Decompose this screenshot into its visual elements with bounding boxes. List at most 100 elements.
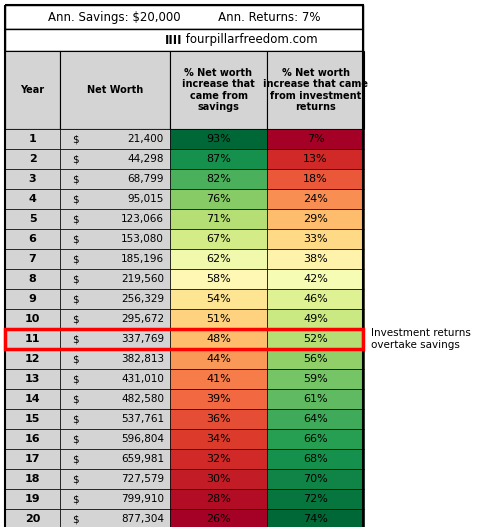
Text: 26%: 26% <box>206 514 231 524</box>
Bar <box>60 289 170 309</box>
Bar <box>5 329 60 349</box>
Text: $: $ <box>72 474 78 484</box>
Text: % Net worth
increase that came
from investment
returns: % Net worth increase that came from inve… <box>263 67 368 112</box>
Bar <box>5 269 60 289</box>
Text: Ann. Savings: $20,000          Ann. Returns: 7%: Ann. Savings: $20,000 Ann. Returns: 7% <box>48 11 320 24</box>
Text: 382,813: 382,813 <box>121 354 164 364</box>
Text: 21,400: 21,400 <box>128 134 164 144</box>
Text: IIII: IIII <box>164 34 182 46</box>
Text: Net Worth: Net Worth <box>87 85 143 95</box>
Text: $: $ <box>72 414 78 424</box>
Text: 6: 6 <box>28 234 36 244</box>
Text: $: $ <box>72 434 78 444</box>
Bar <box>267 229 364 249</box>
Text: 14: 14 <box>24 394 40 404</box>
Text: $: $ <box>72 254 78 264</box>
Text: $: $ <box>72 294 78 304</box>
Text: 153,080: 153,080 <box>121 234 164 244</box>
Bar <box>170 369 267 389</box>
Text: 82%: 82% <box>206 174 231 184</box>
Bar <box>267 51 364 129</box>
Bar <box>5 129 60 149</box>
Bar <box>5 189 60 209</box>
Bar <box>5 51 60 129</box>
Text: $: $ <box>72 374 78 384</box>
Bar <box>170 229 267 249</box>
Bar <box>5 229 60 249</box>
Bar <box>5 429 60 449</box>
Text: 8: 8 <box>28 274 36 284</box>
Bar <box>5 469 60 489</box>
Bar <box>170 329 267 349</box>
Bar <box>5 369 60 389</box>
Text: $: $ <box>72 154 78 164</box>
Bar <box>5 449 60 469</box>
Bar <box>5 309 60 329</box>
Bar <box>60 329 170 349</box>
Text: 123,066: 123,066 <box>121 214 164 224</box>
Text: 61%: 61% <box>303 394 328 404</box>
Text: $: $ <box>72 514 78 524</box>
Text: 11: 11 <box>25 334 40 344</box>
Text: % Net worth
increase that
came from
savings: % Net worth increase that came from savi… <box>182 67 255 112</box>
Text: 93%: 93% <box>206 134 231 144</box>
Text: 49%: 49% <box>303 314 328 324</box>
Bar <box>60 229 170 249</box>
Bar <box>170 409 267 429</box>
Text: 36%: 36% <box>206 414 231 424</box>
Text: 51%: 51% <box>206 314 231 324</box>
Text: $: $ <box>72 394 78 404</box>
Text: 482,580: 482,580 <box>121 394 164 404</box>
Bar <box>267 389 364 409</box>
Bar <box>60 469 170 489</box>
Text: 66%: 66% <box>303 434 328 444</box>
Text: 72%: 72% <box>303 494 328 504</box>
Text: 18: 18 <box>25 474 40 484</box>
Bar <box>60 409 170 429</box>
Bar <box>170 249 267 269</box>
Bar <box>170 129 267 149</box>
Text: $: $ <box>72 214 78 224</box>
Text: 1: 1 <box>28 134 36 144</box>
Text: 295,672: 295,672 <box>121 314 164 324</box>
Bar <box>60 249 170 269</box>
Bar <box>267 309 364 329</box>
Bar <box>5 389 60 409</box>
Bar <box>170 469 267 489</box>
Bar <box>5 209 60 229</box>
Text: 18%: 18% <box>303 174 328 184</box>
Bar <box>60 349 170 369</box>
Bar <box>170 389 267 409</box>
Bar <box>267 209 364 229</box>
Bar <box>267 349 364 369</box>
Text: 9: 9 <box>28 294 36 304</box>
Text: 44,298: 44,298 <box>128 154 164 164</box>
Text: 13: 13 <box>25 374 40 384</box>
Bar <box>170 449 267 469</box>
Text: 28%: 28% <box>206 494 231 504</box>
Text: $: $ <box>72 354 78 364</box>
Bar <box>5 169 60 189</box>
Bar <box>170 309 267 329</box>
Bar <box>267 469 364 489</box>
Bar <box>60 489 170 509</box>
Bar <box>60 429 170 449</box>
Text: fourpillarfreedom.com: fourpillarfreedom.com <box>182 34 318 46</box>
Bar <box>5 349 60 369</box>
Text: $: $ <box>72 494 78 504</box>
Text: $: $ <box>72 174 78 184</box>
Text: 32%: 32% <box>206 454 231 464</box>
Text: $: $ <box>72 334 78 344</box>
Bar <box>170 289 267 309</box>
Text: 337,769: 337,769 <box>121 334 164 344</box>
Text: 68,799: 68,799 <box>128 174 164 184</box>
Text: $: $ <box>72 274 78 284</box>
Bar <box>5 329 363 349</box>
Bar <box>5 149 60 169</box>
Text: 74%: 74% <box>303 514 328 524</box>
Text: 12: 12 <box>25 354 40 364</box>
Bar <box>60 269 170 289</box>
Text: 256,329: 256,329 <box>121 294 164 304</box>
Text: 10: 10 <box>25 314 40 324</box>
Text: $: $ <box>72 454 78 464</box>
